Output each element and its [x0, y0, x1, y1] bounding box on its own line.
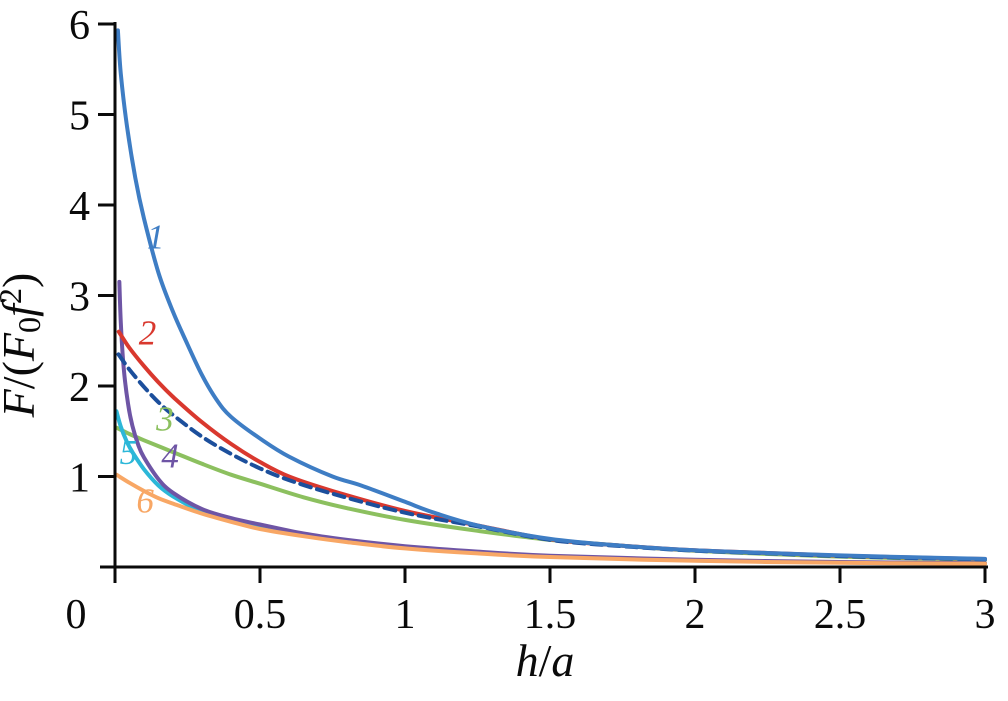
x-tick-label: 3	[975, 592, 996, 638]
x-axis-title: h/a	[516, 635, 575, 686]
y-tick-label: 3	[69, 275, 90, 321]
y-tick-label: 6	[69, 3, 90, 49]
curve-number-label-4: 4	[161, 436, 179, 475]
x-tick-label: 1	[395, 592, 416, 638]
y-axis-title: F/(F0f2)	[0, 273, 47, 419]
y-tick-label: 2	[69, 365, 90, 411]
y-tick-label: 4	[69, 184, 90, 230]
curve-4	[117, 279, 987, 566]
x-tick-label: 2	[685, 592, 706, 638]
axis-titles-group: h/a F/(F0f2)	[0, 273, 574, 686]
curve-number-label-2: 2	[139, 313, 157, 352]
curve-labels-group: 35 46 2 1	[120, 217, 179, 520]
y-tick-label: 5	[69, 94, 90, 140]
curve-1	[115, 28, 987, 561]
curve-number-label-5: 5	[120, 433, 138, 472]
axes-group	[98, 22, 988, 583]
x-tick-label: 0.5	[234, 592, 287, 638]
curve-6	[114, 472, 987, 566]
curve-number-label-6: 6	[136, 482, 154, 521]
x-tick-label: 2.5	[814, 592, 867, 638]
curves-group	[114, 28, 987, 566]
y-tick-label: 1	[69, 456, 90, 502]
curve-number-label-1: 1	[147, 217, 165, 256]
x-tick-label: 0	[66, 592, 87, 638]
curve-number-label-3: 3	[155, 399, 174, 438]
x-tick-label: 1.5	[524, 592, 577, 638]
